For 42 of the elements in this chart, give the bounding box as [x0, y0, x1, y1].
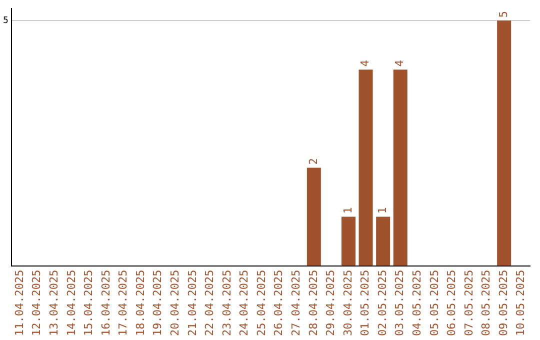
- x-tick-label: 24.04.2025: [238, 270, 251, 336]
- x-tick-label: 04.05.2025: [410, 270, 424, 336]
- x-tick-label: 22.04.2025: [203, 270, 216, 336]
- x-tick-label: 10.05.2025: [514, 270, 528, 336]
- data-label: 1: [376, 207, 389, 214]
- x-tick-label: 16.04.2025: [99, 270, 112, 336]
- x-tick-label: 07.05.2025: [462, 270, 476, 336]
- x-tick-label: 09.05.2025: [496, 270, 510, 336]
- x-tick-label: 25.04.2025: [254, 270, 268, 336]
- bar: [376, 216, 390, 266]
- bar: [341, 216, 356, 266]
- x-tick-label: 17.04.2025: [116, 270, 130, 336]
- data-label: 2: [306, 158, 320, 165]
- bar: [358, 70, 373, 266]
- bar: [393, 70, 408, 266]
- bar: [306, 168, 321, 266]
- x-tick-label: 29.04.2025: [324, 270, 338, 336]
- x-tick-label: 18.04.2025: [134, 270, 147, 336]
- x-tick-label: 26.04.2025: [272, 270, 286, 336]
- x-tick-label: 13.04.2025: [47, 270, 60, 336]
- x-tick-label: 21.04.2025: [186, 270, 199, 336]
- bar: [497, 20, 512, 266]
- x-tick-label: 08.05.2025: [480, 270, 493, 336]
- data-label: 5: [496, 11, 510, 18]
- x-tick-label: 06.05.2025: [445, 270, 458, 336]
- x-tick-label: 27.04.2025: [290, 270, 302, 336]
- x-tick-label: 20.04.2025: [168, 270, 182, 336]
- x-tick-label: 02.05.2025: [376, 270, 389, 336]
- x-tick-label: 14.04.2025: [64, 270, 78, 336]
- x-tick-label: 30.04.2025: [341, 270, 354, 336]
- x-tick-label: 11.04.2025: [12, 270, 26, 336]
- x-tick-label: 15.04.2025: [82, 270, 96, 336]
- data-label: 4: [393, 60, 406, 67]
- data-label: 4: [358, 60, 372, 67]
- x-tick-label: 28.04.2025: [306, 270, 320, 336]
- x-tick-label: 12.04.2025: [30, 270, 44, 336]
- x-tick-label: 05.05.2025: [428, 270, 441, 336]
- x-tick-label: 19.04.2025: [151, 270, 164, 336]
- x-tick-label: 01.05.2025: [358, 270, 372, 336]
- x-tick-label: 23.04.2025: [220, 270, 234, 336]
- x-tick-label: 03.05.2025: [393, 270, 406, 336]
- data-label: 1: [341, 207, 354, 214]
